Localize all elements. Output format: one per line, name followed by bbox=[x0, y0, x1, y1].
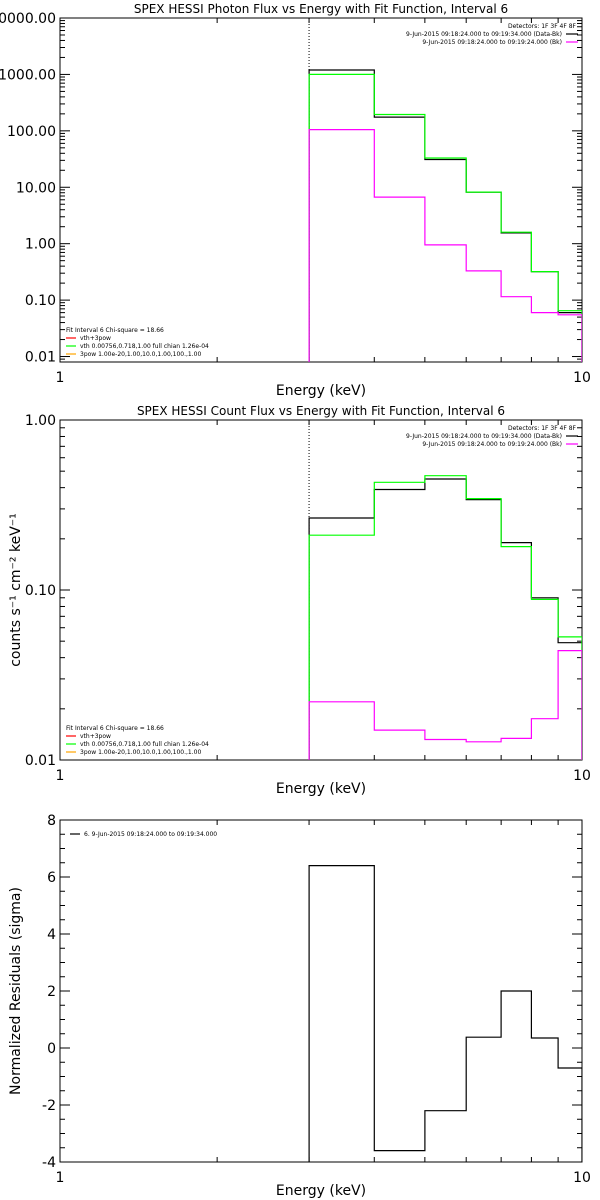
series-line bbox=[308, 475, 582, 760]
plot-title: SPEX HESSI Photon Flux vs Energy with Fi… bbox=[134, 2, 508, 16]
series-line bbox=[308, 69, 582, 362]
plot-panel-3: 8 6 4 2 0 -2 -41 10 Energy (keV) Normalized Resid… bbox=[8, 813, 591, 1199]
x-axis-label: Energy (keV) bbox=[276, 781, 366, 797]
x-axis-label: Energy (keV) bbox=[276, 1183, 366, 1199]
legend-entry: 9-Jun-2015 09:18:24.000 to 09:19:34.000 … bbox=[406, 31, 562, 38]
legend-entry: Detectors: 1F 3F 4F 8F bbox=[508, 425, 577, 432]
y-axis-label: Normalized Residuals (sigma) bbox=[8, 887, 24, 1095]
series-group bbox=[308, 69, 582, 362]
legend-entry: 3pow 1.00e-20,1.00,10.0,1.00,100.,1.00 bbox=[80, 351, 201, 358]
x-tick-label: 10 bbox=[573, 370, 591, 386]
legend-entry: 9-Jun-2015 09:18:24.000 to 09:19:24.000 … bbox=[422, 39, 562, 46]
legend-entry: Fit Interval 6 Chi-square = 18.66 bbox=[66, 327, 164, 334]
y-tick-label: 2 bbox=[47, 984, 56, 1000]
plot-panel-1: SPEX HESSI Photon Flux vs Energy with Fi… bbox=[0, 2, 591, 399]
legend-entry: 9-Jun-2015 09:18:24.000 to 09:19:24.000 … bbox=[422, 441, 562, 448]
y-tick-label: 0.10 bbox=[25, 293, 56, 309]
plot-title: SPEX HESSI Count Flux vs Energy with Fit… bbox=[137, 404, 505, 418]
x-axis-label: Energy (keV) bbox=[276, 383, 366, 399]
legend-entry: vth+3pow bbox=[80, 335, 111, 342]
y-tick-label: 0.10 bbox=[25, 583, 56, 599]
series-line bbox=[308, 73, 582, 362]
x-tick-label: 1 bbox=[56, 1170, 65, 1186]
x-tick-label: 10 bbox=[573, 1170, 591, 1186]
y-tick-label: 10000.00 bbox=[0, 11, 56, 27]
y-tick-label: 6 bbox=[47, 870, 56, 886]
plot-panel-2: SPEX HESSI Count Flux vs Energy with Fit… bbox=[8, 404, 591, 797]
y-tick-label: 10.00 bbox=[16, 180, 56, 196]
legend-entry: Detectors: 1F 3F 4F 8F bbox=[508, 23, 577, 30]
y-tick-label: 1000.00 bbox=[0, 67, 56, 83]
legend-entry: 6. 9-Jun-2015 09:18:24.000 to 09:19:34.0… bbox=[84, 831, 217, 838]
legend-entry: vth+3pow bbox=[80, 733, 111, 740]
y-tick-label: 8 bbox=[47, 813, 56, 829]
legend-entry: 3pow 1.00e-20,1.00,10.0,1.00,100.,1.00 bbox=[80, 749, 201, 756]
y-tick-label: 1.00 bbox=[25, 237, 56, 253]
series-line bbox=[308, 865, 582, 1162]
x-tick-label: 1 bbox=[56, 768, 65, 784]
plot-frame bbox=[59, 419, 583, 761]
y-tick-label: 0 bbox=[47, 1041, 56, 1057]
y-tick-label: 0.01 bbox=[25, 350, 56, 366]
series-line bbox=[308, 129, 582, 362]
series-group bbox=[308, 865, 582, 1162]
series-group bbox=[308, 475, 582, 760]
y-tick-label: 1.00 bbox=[25, 413, 56, 429]
y-tick-label: 4 bbox=[47, 927, 56, 943]
y-tick-label: 0.01 bbox=[25, 753, 56, 769]
legend-entry: vth 0.00756,0.718,1.00 full chian 1.26e-… bbox=[80, 741, 209, 748]
x-tick-label: 1 bbox=[56, 370, 65, 386]
legend-entry: Fit Interval 6 Chi-square = 18.66 bbox=[66, 725, 164, 732]
series-line bbox=[308, 650, 582, 760]
y-tick-label: -2 bbox=[42, 1098, 56, 1114]
legend-entry: vth 0.00756,0.718,1.00 full chian 1.26e-… bbox=[80, 343, 209, 350]
y-tick-label: 100.00 bbox=[7, 124, 56, 140]
x-tick-label: 10 bbox=[573, 768, 591, 784]
y-axis-label: counts s⁻¹ cm⁻² keV⁻¹ bbox=[8, 513, 24, 667]
legend-entry: 9-Jun-2015 09:18:24.000 to 09:19:34.000 … bbox=[406, 433, 562, 440]
series-line bbox=[308, 478, 582, 760]
y-tick-label: -4 bbox=[42, 1155, 56, 1171]
